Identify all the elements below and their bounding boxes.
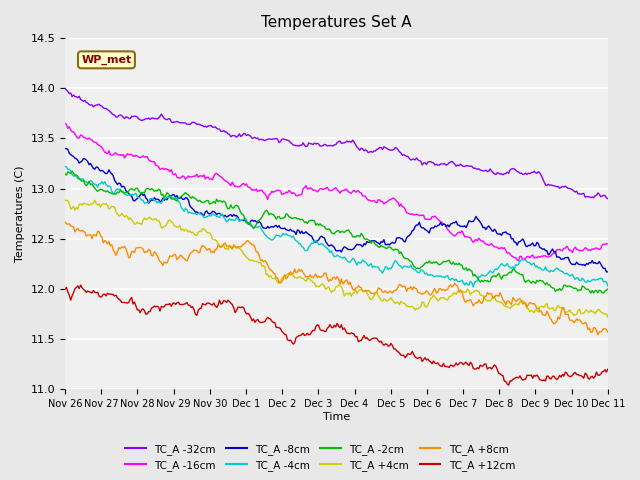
Legend: TC_A -32cm, TC_A -16cm, TC_A -8cm, TC_A -4cm, TC_A -2cm, TC_A +4cm, TC_A +8cm, T: TC_A -32cm, TC_A -16cm, TC_A -8cm, TC_A … [120,439,520,475]
Title: Temperatures Set A: Temperatures Set A [261,15,412,30]
Text: WP_met: WP_met [81,55,132,65]
Y-axis label: Temperatures (C): Temperatures (C) [15,166,25,262]
X-axis label: Time: Time [323,412,350,422]
